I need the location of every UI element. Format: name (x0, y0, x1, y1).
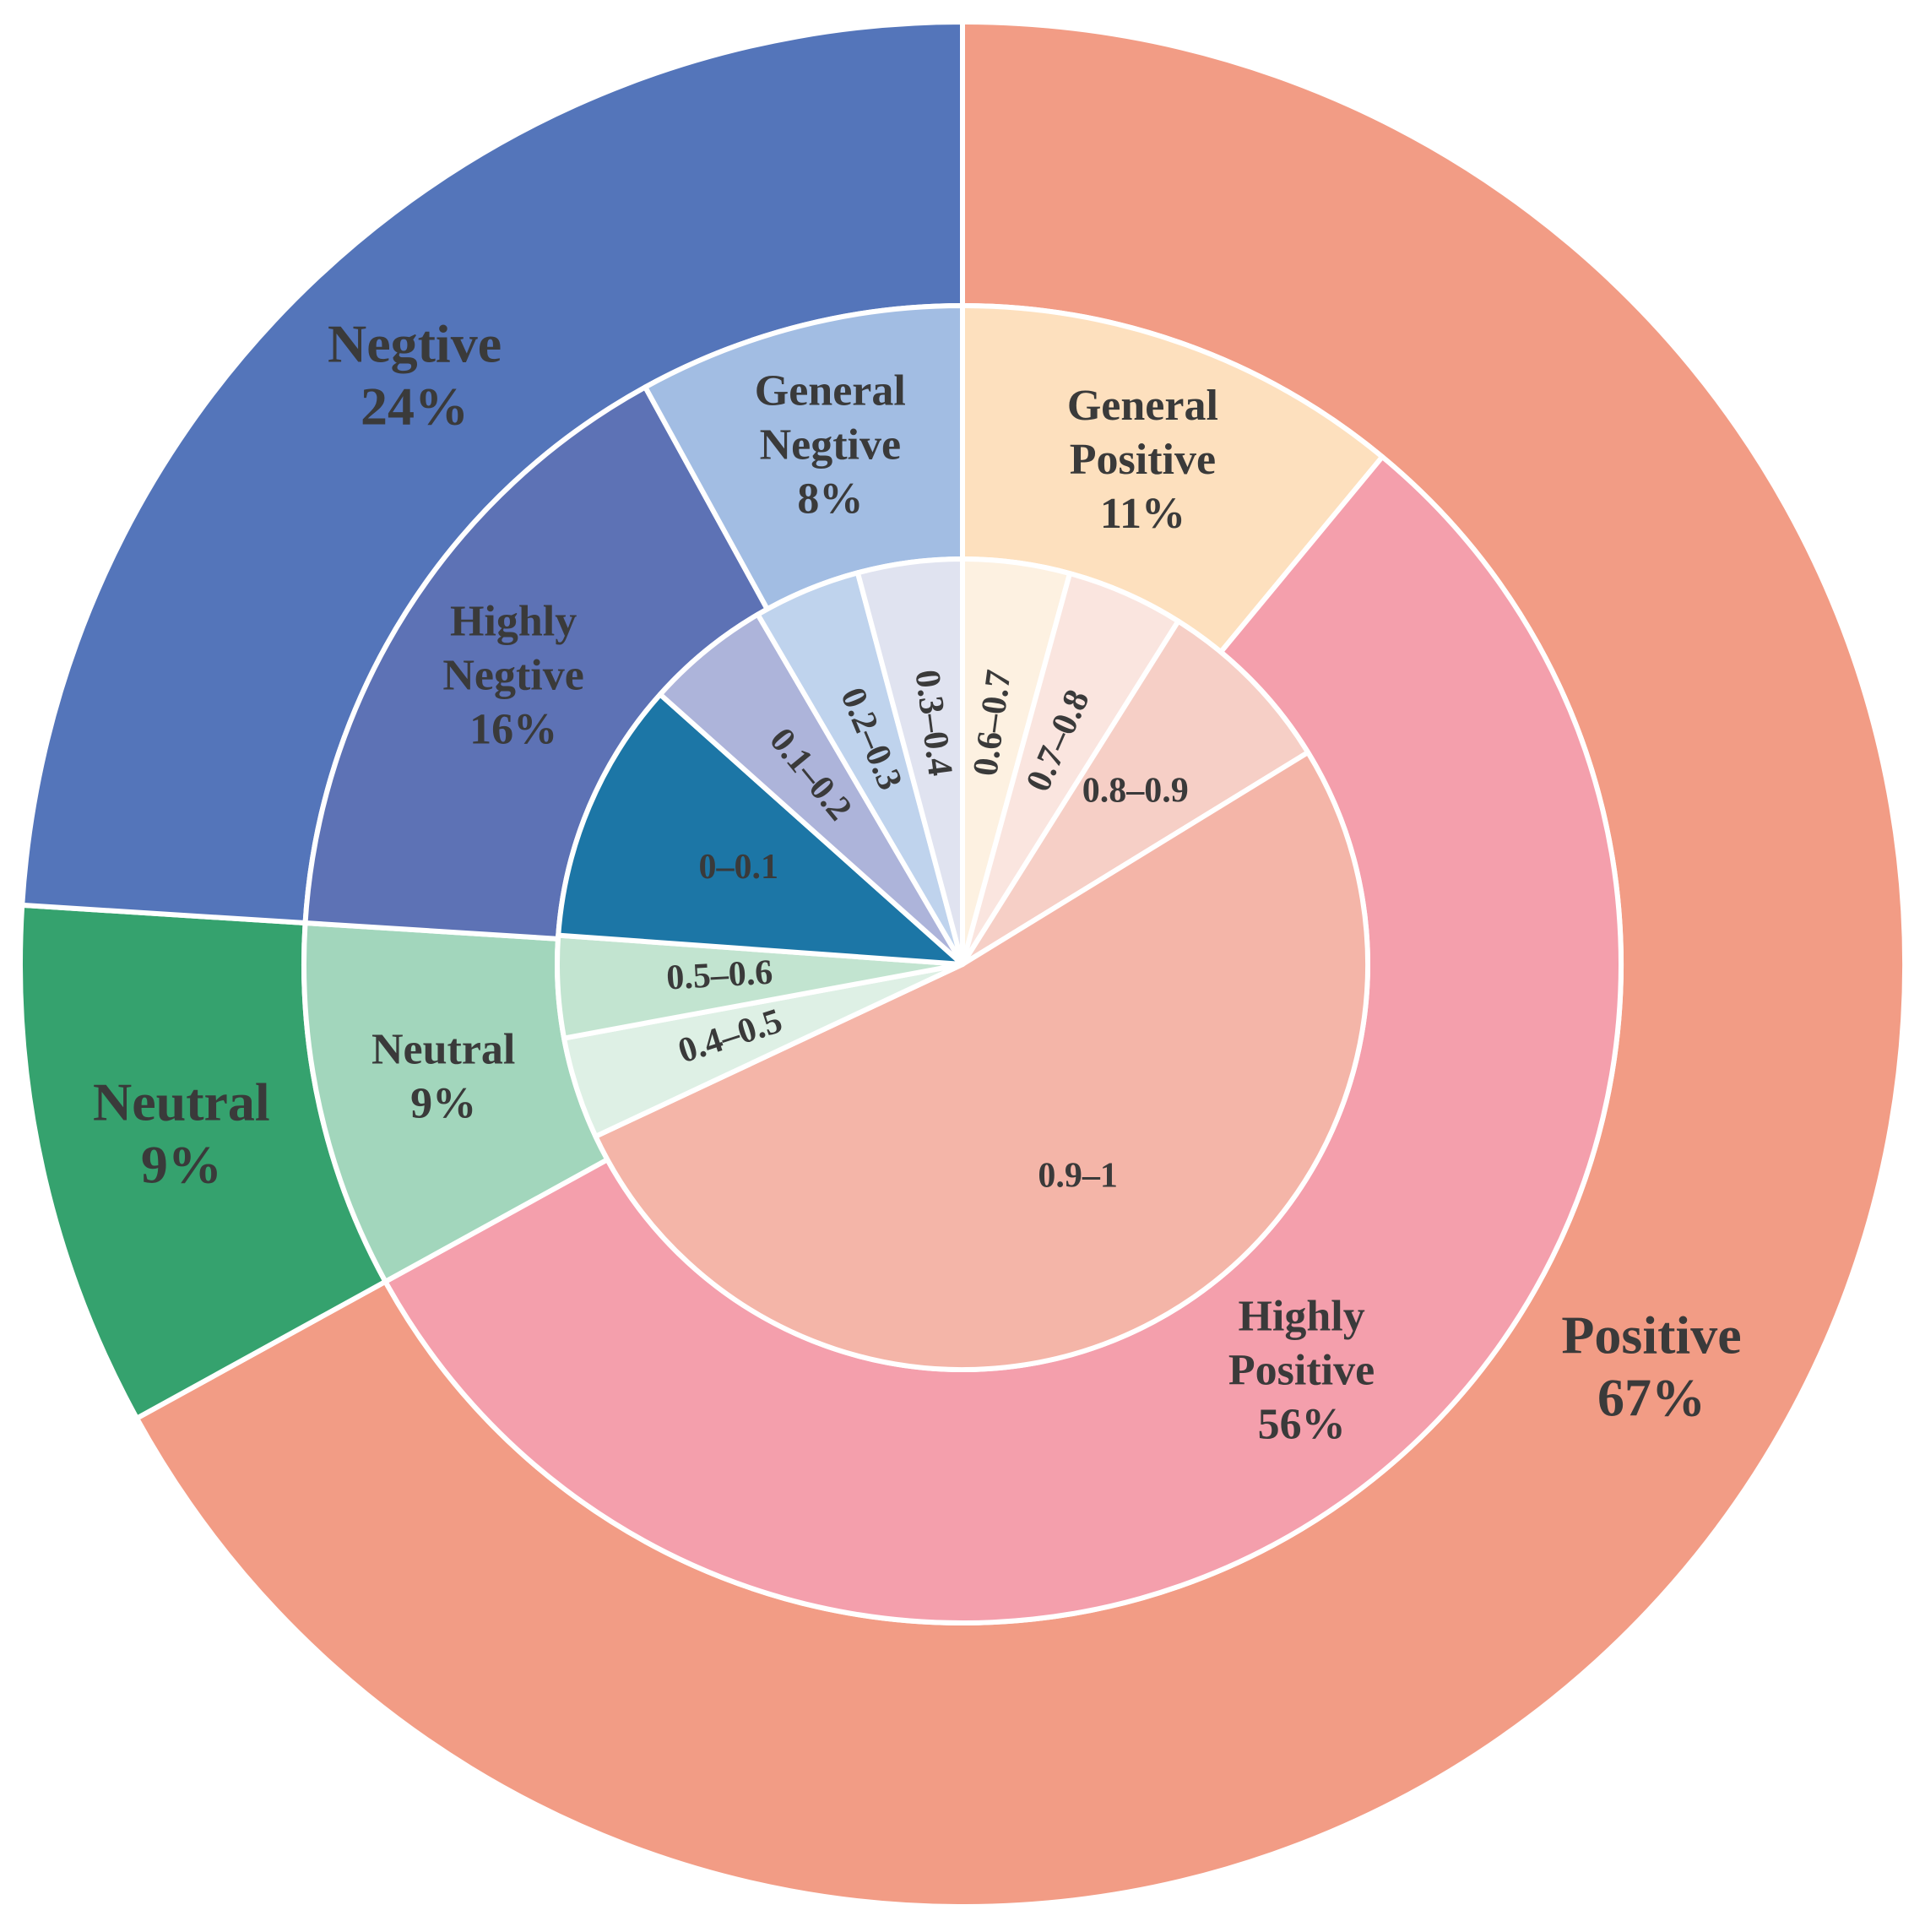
middle-label-line-16: 16% (469, 705, 557, 753)
inner-label-0-0-1: 0–0.1 (699, 847, 779, 886)
inner-label-0-9-1: 0.9–1 (1038, 1156, 1118, 1195)
middle-label-neutral: Neutral 9% (371, 1025, 515, 1127)
outer-label-line-positive: Positive (1561, 1305, 1741, 1365)
middle-label-highly-negtive: Highly Negtive 16% (442, 597, 583, 753)
inner-label-text-0-5-0-6: 0.5–0.6 (665, 952, 773, 997)
middle-ring (301, 303, 1624, 1625)
outer-label-neutral: Neutral 9% (93, 1072, 270, 1194)
middle-label-general-positive: General Positive 11% (1067, 382, 1218, 538)
middle-label-line-general: General (755, 367, 906, 415)
outer-label-line-9: 9% (141, 1134, 222, 1194)
middle-label-line-positive: Positive (1228, 1346, 1375, 1394)
inner-slice-0-3-0-4 (854, 556, 965, 967)
outer-ring (18, 19, 1907, 1909)
middle-label-line-highly: Highly (1238, 1292, 1364, 1340)
outer-label-line-24: 24% (361, 377, 469, 437)
inner-label-0-8-0-9: 0.8–0.9 (1082, 771, 1189, 810)
inner-ring (554, 556, 1370, 1372)
inner-slice-0-8-0-9 (960, 618, 1311, 967)
middle-label-line-highly: Highly (450, 597, 577, 645)
middle-label-line-general: General (1067, 382, 1218, 430)
middle-label-general-negtive: General Negtive 8% (755, 367, 906, 524)
middle-label-line-8: 8% (797, 475, 863, 524)
inner-slice-0-9-1 (593, 750, 1370, 1372)
inner-slice-0-0-1 (556, 692, 965, 967)
middle-label-line-negtive: Negtive (442, 651, 583, 699)
middle-label-line-9: 9% (410, 1079, 476, 1127)
outer-label-negtive: Negtive 24% (328, 314, 502, 437)
outer-label-line-negtive: Negtive (328, 314, 502, 374)
inner-label-text-0-0-1: 0–0.1 (699, 847, 779, 886)
middle-label-line-56: 56% (1258, 1400, 1346, 1448)
outer-label-positive: Positive 67% (1561, 1305, 1741, 1427)
inner-label-text-0-9-1: 0.9–1 (1038, 1156, 1118, 1195)
middle-label-line-11: 11% (1100, 490, 1185, 538)
inner-label-0-5-0-6: 0.5–0.6 (665, 952, 773, 997)
middle-label-highly-positive: Highly Positive 56% (1228, 1292, 1375, 1448)
middle-label-line-negtive: Negtive (760, 421, 901, 469)
middle-label-line-positive: Positive (1070, 436, 1216, 484)
outer-label-line-neutral: Neutral (93, 1072, 270, 1132)
outer-label-line-67: 67% (1597, 1367, 1705, 1427)
middle-label-line-neutral: Neutral (371, 1025, 515, 1073)
inner-label-text-0-8-0-9: 0.8–0.9 (1082, 771, 1189, 810)
